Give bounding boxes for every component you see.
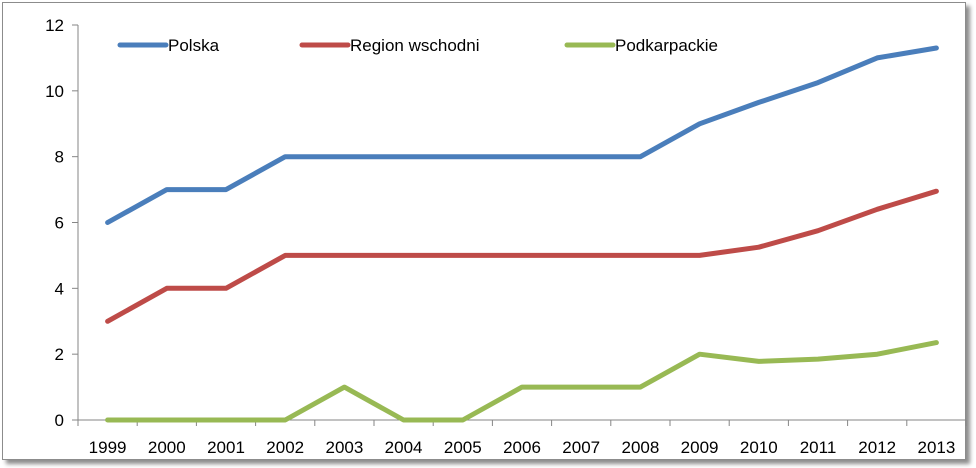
series-lines: [105, 45, 939, 423]
y-tick-label: 4: [55, 279, 64, 298]
series-line-0: [105, 45, 939, 225]
x-tick-label: 2000: [148, 438, 186, 457]
chart-frame: [2, 2, 966, 460]
x-tick-label: 2009: [681, 438, 719, 457]
legend: Polska Region wschodni Podkarpackie: [117, 36, 718, 55]
y-tick-label: 8: [55, 148, 64, 167]
x-tick-label: 2005: [444, 438, 482, 457]
x-tick-label: 2008: [621, 438, 659, 457]
legend-label-2: Podkarpackie: [615, 36, 718, 55]
y-tick-label: 2: [55, 345, 64, 364]
x-tick-label: 2012: [858, 438, 896, 457]
tick-labels: 0 2 4 6 8 10 12 1999 2000 2001 2002 2003 2004 2005 200…: [45, 16, 955, 457]
x-tick-label: 2006: [503, 438, 541, 457]
y-tick-label: 12: [45, 16, 64, 35]
x-tick-label: 2010: [740, 438, 778, 457]
x-tick-label: 2002: [266, 438, 304, 457]
legend-label-0: Polska: [168, 36, 220, 55]
x-tick-label: 2003: [325, 438, 363, 457]
y-tick-label: 0: [55, 411, 64, 430]
x-tick-label: 1999: [89, 438, 127, 457]
x-tick-label: 2007: [562, 438, 600, 457]
x-tick-label: 2011: [800, 438, 837, 457]
y-tick-label: 10: [45, 82, 64, 101]
series-line-1: [105, 188, 939, 324]
series-line-2: [105, 340, 939, 423]
x-tick-label: 2013: [917, 438, 955, 457]
x-tick-label: 2004: [385, 438, 423, 457]
x-tick-label: 2001: [207, 438, 245, 457]
legend-label-1: Region wschodni: [350, 36, 479, 55]
y-tick-label: 6: [55, 214, 64, 233]
